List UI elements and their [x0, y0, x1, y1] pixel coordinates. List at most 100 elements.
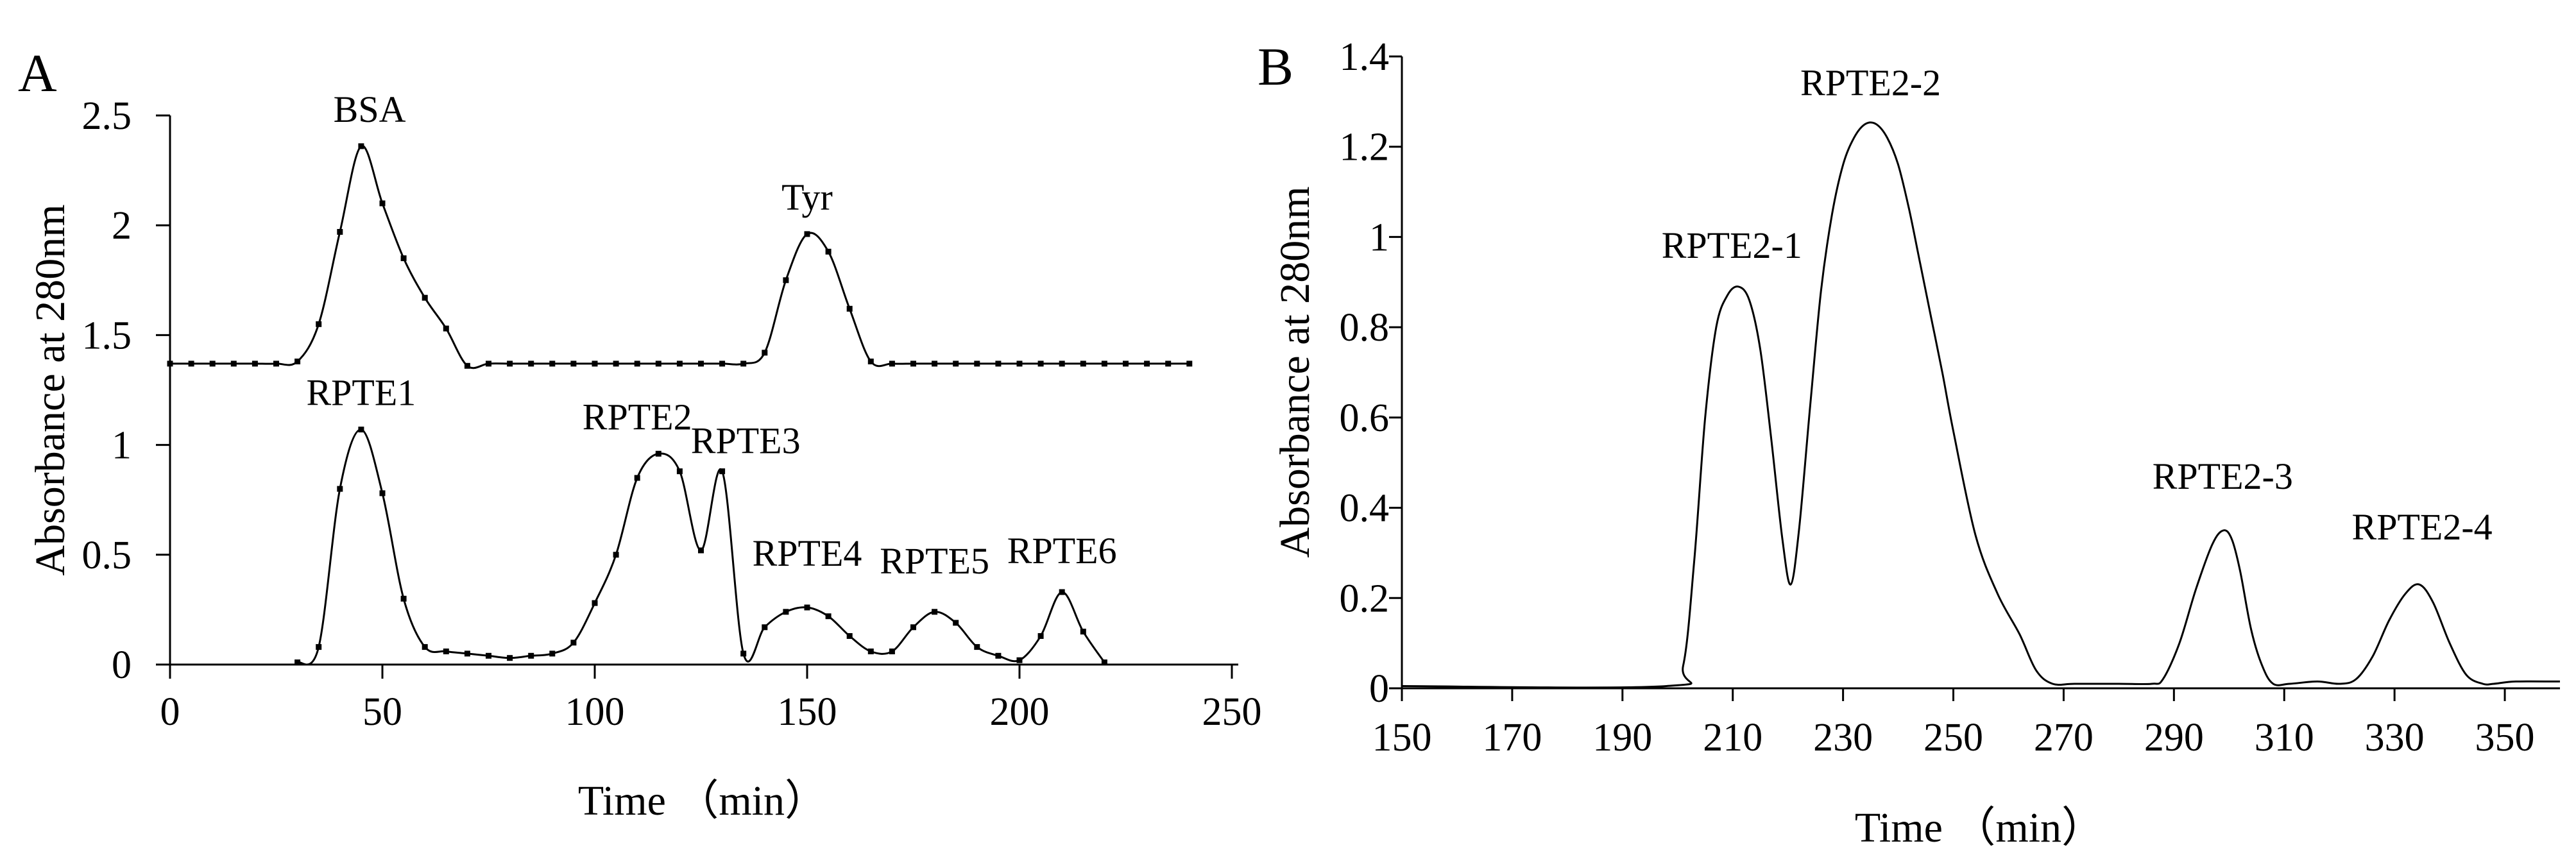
panel-a-y-tick-label: 0.5	[82, 534, 132, 577]
panel-b-x-tick-label: 250	[1923, 716, 1983, 759]
panel-a-series-2-point	[549, 650, 556, 657]
panel-a-series-1-point	[1165, 361, 1172, 367]
panel-b-x-tick-label: 350	[2475, 716, 2535, 759]
panel-a-series-1-point	[337, 229, 343, 235]
panel-a-series-2-point	[1037, 633, 1044, 639]
panel-a-series-2-point	[932, 609, 938, 615]
panel-a-series-1-point	[464, 362, 470, 369]
panel-a-series-2-point	[783, 609, 789, 615]
panel-a-series-2-point	[825, 613, 832, 620]
panel-b-x-tick-label: 150	[1372, 716, 1432, 759]
panel-a-series-1-point	[953, 361, 959, 367]
panel-a-peak-label: RPTE5	[880, 540, 989, 582]
panel-a-series-2-point	[613, 552, 619, 558]
panel-b-y-ticks: 0 0.2 0.4 0.6 0.8 1 1.2 1.4	[1340, 35, 1402, 711]
panel-a-series-1-point	[1016, 361, 1023, 367]
panel-a-series-2-point	[337, 486, 343, 492]
panel-a-series-1-point	[188, 361, 194, 367]
panel-b-peak-label: RPTE2-3	[2153, 455, 2293, 497]
panel-a-series-1-point	[379, 200, 386, 207]
panel-b-x-tick-label: 170	[1482, 716, 1542, 759]
panel-a-series-1-point	[910, 361, 916, 367]
panel-a-series-2-point	[1080, 629, 1086, 635]
panel-a-series-2-point	[294, 659, 301, 666]
panel-a-series-2-point	[422, 644, 428, 650]
panel-a-letter: A	[18, 44, 57, 103]
panel-a-series-1-point	[655, 361, 661, 367]
panel-a-series-1-point	[486, 361, 491, 367]
panel-a-series-1-point	[1186, 361, 1193, 367]
panel-b-x-tick-label: 190	[1592, 716, 1652, 759]
panel-a-y-tick-label: 1	[112, 424, 132, 468]
panel-a-series-2-point	[953, 620, 959, 626]
panel-a-chart: A 0 0.5 1 1.5 2 2.5 0 50 100 150 200 250 BSA Tyr RPT…	[18, 44, 1262, 824]
panel-a-series-2-point	[507, 655, 513, 661]
panel-a-series-1-point	[1123, 361, 1129, 367]
panel-b-x-tick-label: 310	[2255, 716, 2314, 759]
panel-a-series-1-point	[443, 325, 449, 332]
panel-a-x-tick-label: 150	[778, 690, 837, 734]
panel-a-series-1-point	[209, 361, 216, 367]
panel-a-series-1-point	[570, 361, 577, 367]
panel-a-series-1-point	[867, 359, 874, 364]
panel-a-series-2-point	[655, 450, 661, 457]
panel-b-y-tick-label: 0.6	[1340, 396, 1390, 440]
panel-a-y-tick-label: 0	[112, 643, 132, 687]
panel-a-series-1-point	[698, 361, 704, 367]
panel-a-y-axis-label: Absorbance at 280nm	[27, 204, 74, 575]
panel-a-series-2-point	[358, 427, 364, 433]
panel-a-series-2-point	[486, 652, 491, 659]
panel-a-series-2-point	[846, 633, 853, 639]
panel-a-series-2-point	[719, 468, 726, 475]
panel-a-peak-label: RPTE1	[306, 372, 416, 414]
panel-a-y-tick-label: 2	[112, 204, 132, 248]
panel-a-series-2-point	[867, 649, 874, 654]
panel-a-series-2-point	[1016, 657, 1023, 663]
panel-b-chart: B 0 0.2 0.4 0.6 0.8 1 1.2 1.4 150 170 190 210 230 25…	[1258, 35, 2561, 851]
panel-a-series-1-point	[634, 361, 640, 367]
panel-a-series-2-point	[379, 490, 386, 496]
panel-a-peak-label: RPTE3	[691, 420, 801, 462]
panel-a-x-ticks: 0 50 100 150 200 250	[160, 665, 1262, 734]
panel-a-series-2-point	[1101, 659, 1107, 666]
panel-a-x-tick-label: 50	[363, 690, 402, 734]
panel-a-series-1-point	[613, 361, 619, 367]
panel-b-x-tick-label: 290	[2144, 716, 2204, 759]
panel-a-series-1-point	[719, 361, 726, 367]
panel-a-series	[167, 143, 1193, 666]
panel-a-series-1-point	[167, 361, 173, 367]
panel-a-series-1-point	[422, 294, 428, 301]
panel-a-series-2-point	[762, 624, 768, 631]
panel-a-y-tick-label: 1.5	[82, 314, 132, 357]
panel-a-peak-label: BSA	[334, 89, 406, 130]
panel-a-series-1-point	[1059, 361, 1065, 367]
panel-b-x-tick-label: 330	[2365, 716, 2425, 759]
panel-b-x-axis-label: Time （min）	[1855, 804, 2104, 851]
panel-a-peak-label: RPTE6	[1007, 530, 1117, 572]
panel-b-peak-label: RPTE2-1	[1662, 225, 1802, 266]
panel-a-series-2-point	[889, 649, 895, 654]
panel-a-series-2-point	[570, 640, 577, 646]
panel-a-series-1-point	[889, 361, 895, 367]
panel-a-x-tick-label: 100	[565, 690, 625, 734]
panel-a-series-2-point	[316, 644, 322, 650]
panel-a-series-2-point	[464, 650, 470, 657]
panel-a-series-2-point	[592, 600, 598, 606]
panel-a-series-2-point	[634, 475, 640, 481]
panel-a-x-tick-label: 250	[1202, 690, 1262, 734]
panel-a-series-2-point	[995, 652, 1002, 659]
panel-b-y-tick-label: 1	[1369, 216, 1389, 259]
panel-b-y-axis-label: Absorbance at 280nm	[1272, 186, 1318, 557]
panel-a-series-1-point	[1037, 361, 1044, 367]
panel-a-series-1-point	[762, 350, 768, 356]
panel-a-series-1-point	[974, 361, 980, 367]
panel-a-peak-label: RPTE2	[583, 396, 692, 437]
panel-a-series-1-point	[549, 361, 556, 367]
panel-b-peak-label: RPTE2-2	[1800, 62, 1941, 104]
panel-b-y-tick-label: 0.4	[1340, 487, 1390, 530]
panel-a-series-1-point	[825, 248, 832, 255]
panel-b-letter: B	[1258, 37, 1293, 97]
panel-a-series-1-point	[1080, 361, 1086, 367]
panel-a-series-1-line	[170, 145, 1190, 369]
